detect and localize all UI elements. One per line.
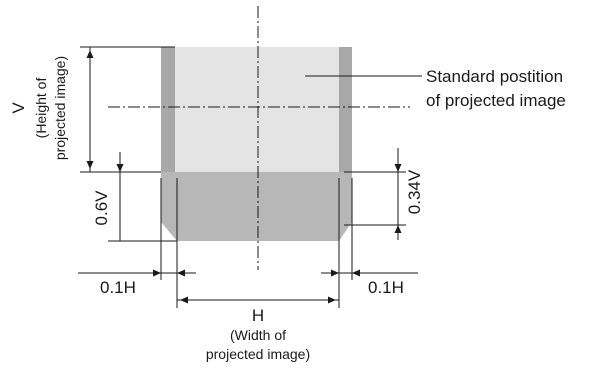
shift-06v-arrow-top xyxy=(116,164,124,172)
left-01h-arrow xyxy=(153,269,161,277)
shift-034v-label: 0.34V xyxy=(405,169,424,214)
shift-034v-arrow-bottom xyxy=(394,225,402,233)
v-dimension xyxy=(80,46,175,173)
h-arrow-right xyxy=(328,296,336,304)
left-shift-band xyxy=(161,47,175,172)
h-arrow-left xyxy=(180,296,188,304)
left-01h-label: 0.1H xyxy=(100,278,136,297)
h-label: H xyxy=(252,306,264,325)
standard-position-label-line1: Standard postition xyxy=(426,67,563,86)
h-sub-label-line2: projected image) xyxy=(206,346,310,362)
h-extension-lines xyxy=(160,178,353,308)
standard-position-label-line2: of projected image xyxy=(426,91,566,110)
shift-06v-label: 0.6V xyxy=(92,190,111,226)
right-shift-band xyxy=(339,47,352,172)
shift-034v-dimension xyxy=(344,148,406,240)
h-sub-label-line1: (Width of xyxy=(230,327,286,343)
shifted-image-area xyxy=(161,172,352,241)
left-01h-arrow-2 xyxy=(177,269,185,277)
v-arrow-bottom xyxy=(86,161,94,169)
right-01h-label: 0.1H xyxy=(368,278,404,297)
v-label: V xyxy=(9,102,28,114)
right-01h-arrow xyxy=(331,269,339,277)
standard-image-area xyxy=(175,47,339,172)
shift-034v-arrow-top xyxy=(394,164,402,172)
v-arrow-top xyxy=(86,50,94,58)
right-01h-arrow-2 xyxy=(352,269,360,277)
v-sub-label-line1: (Height of xyxy=(33,78,49,139)
v-sub-label-line2: projected image) xyxy=(52,56,68,160)
